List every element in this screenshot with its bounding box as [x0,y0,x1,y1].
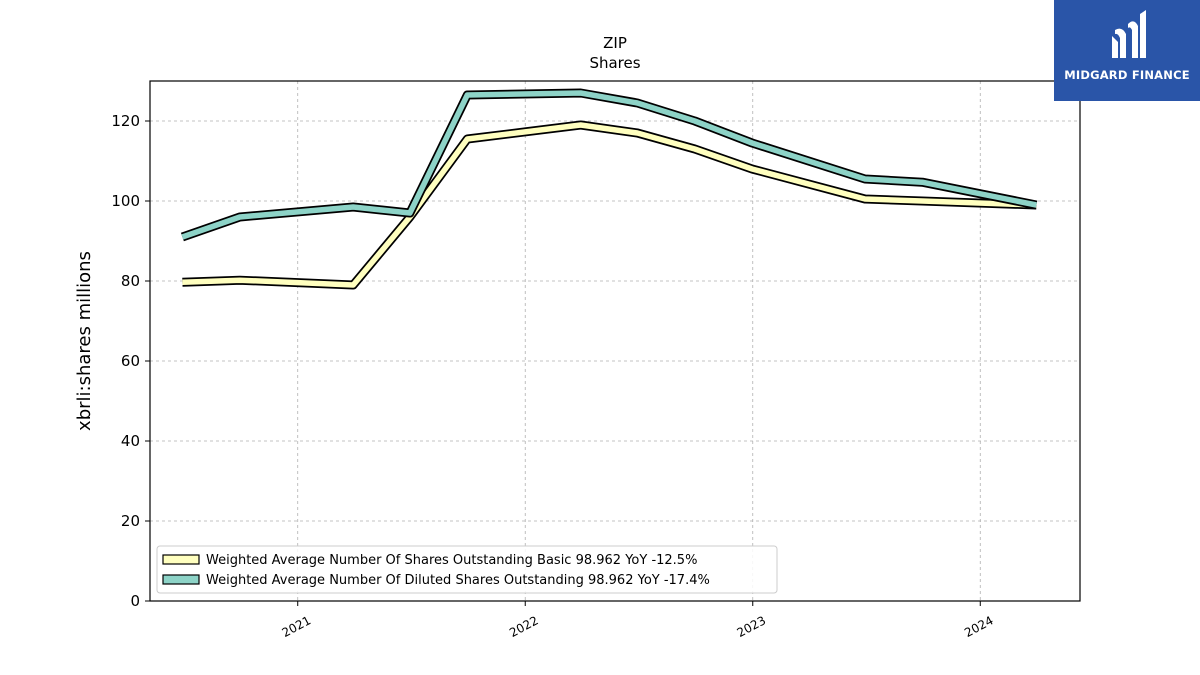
series-line-2 [181,90,1037,240]
legend-label-2: Weighted Average Number Of Diluted Share… [206,573,710,588]
legend-swatch-2 [162,574,200,585]
chart-title: ZIP [603,34,627,52]
y-tick-label: 0 [130,592,140,610]
y-tick-label: 80 [121,272,140,290]
series-outline-2 [180,88,1038,242]
x-tick-label: 2023 [735,613,769,640]
x-tick-label: 2024 [962,613,996,640]
midgard-logo-icon [1112,10,1146,58]
chart-subtitle: Shares [589,54,640,72]
plot-frame [149,80,1081,602]
grid [150,81,1080,602]
series-lines [180,88,1038,290]
brand-logo: MIDGARD FINANCE [1054,0,1200,101]
axes: 0 20 40 60 80 100 120 2021 2022 2023 2024 [111,112,995,640]
legend: Weighted Average Number Of Shares Outsta… [156,545,778,594]
legend-swatch-1 [162,554,200,565]
y-tick-label: 60 [121,352,140,370]
legend-box [156,545,778,594]
series-line-1 [182,122,1037,288]
y-axis-label: xbrli:shares millions [74,251,95,431]
brand-name: MIDGARD FINANCE [1064,68,1190,82]
x-tick-label: 2021 [280,613,314,640]
y-tick-label: 40 [121,432,140,450]
legend-label-1: Weighted Average Number Of Shares Outsta… [206,553,697,568]
y-tick-label: 120 [111,112,140,130]
y-tick-label: 20 [121,512,140,530]
series-outline-1 [182,120,1037,290]
x-tick-label: 2022 [507,613,541,640]
y-tick-label: 100 [111,192,140,210]
